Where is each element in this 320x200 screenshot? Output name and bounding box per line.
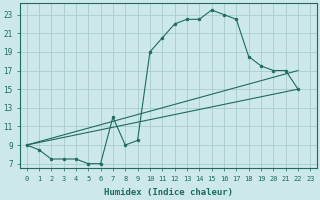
X-axis label: Humidex (Indice chaleur): Humidex (Indice chaleur) xyxy=(104,188,233,197)
